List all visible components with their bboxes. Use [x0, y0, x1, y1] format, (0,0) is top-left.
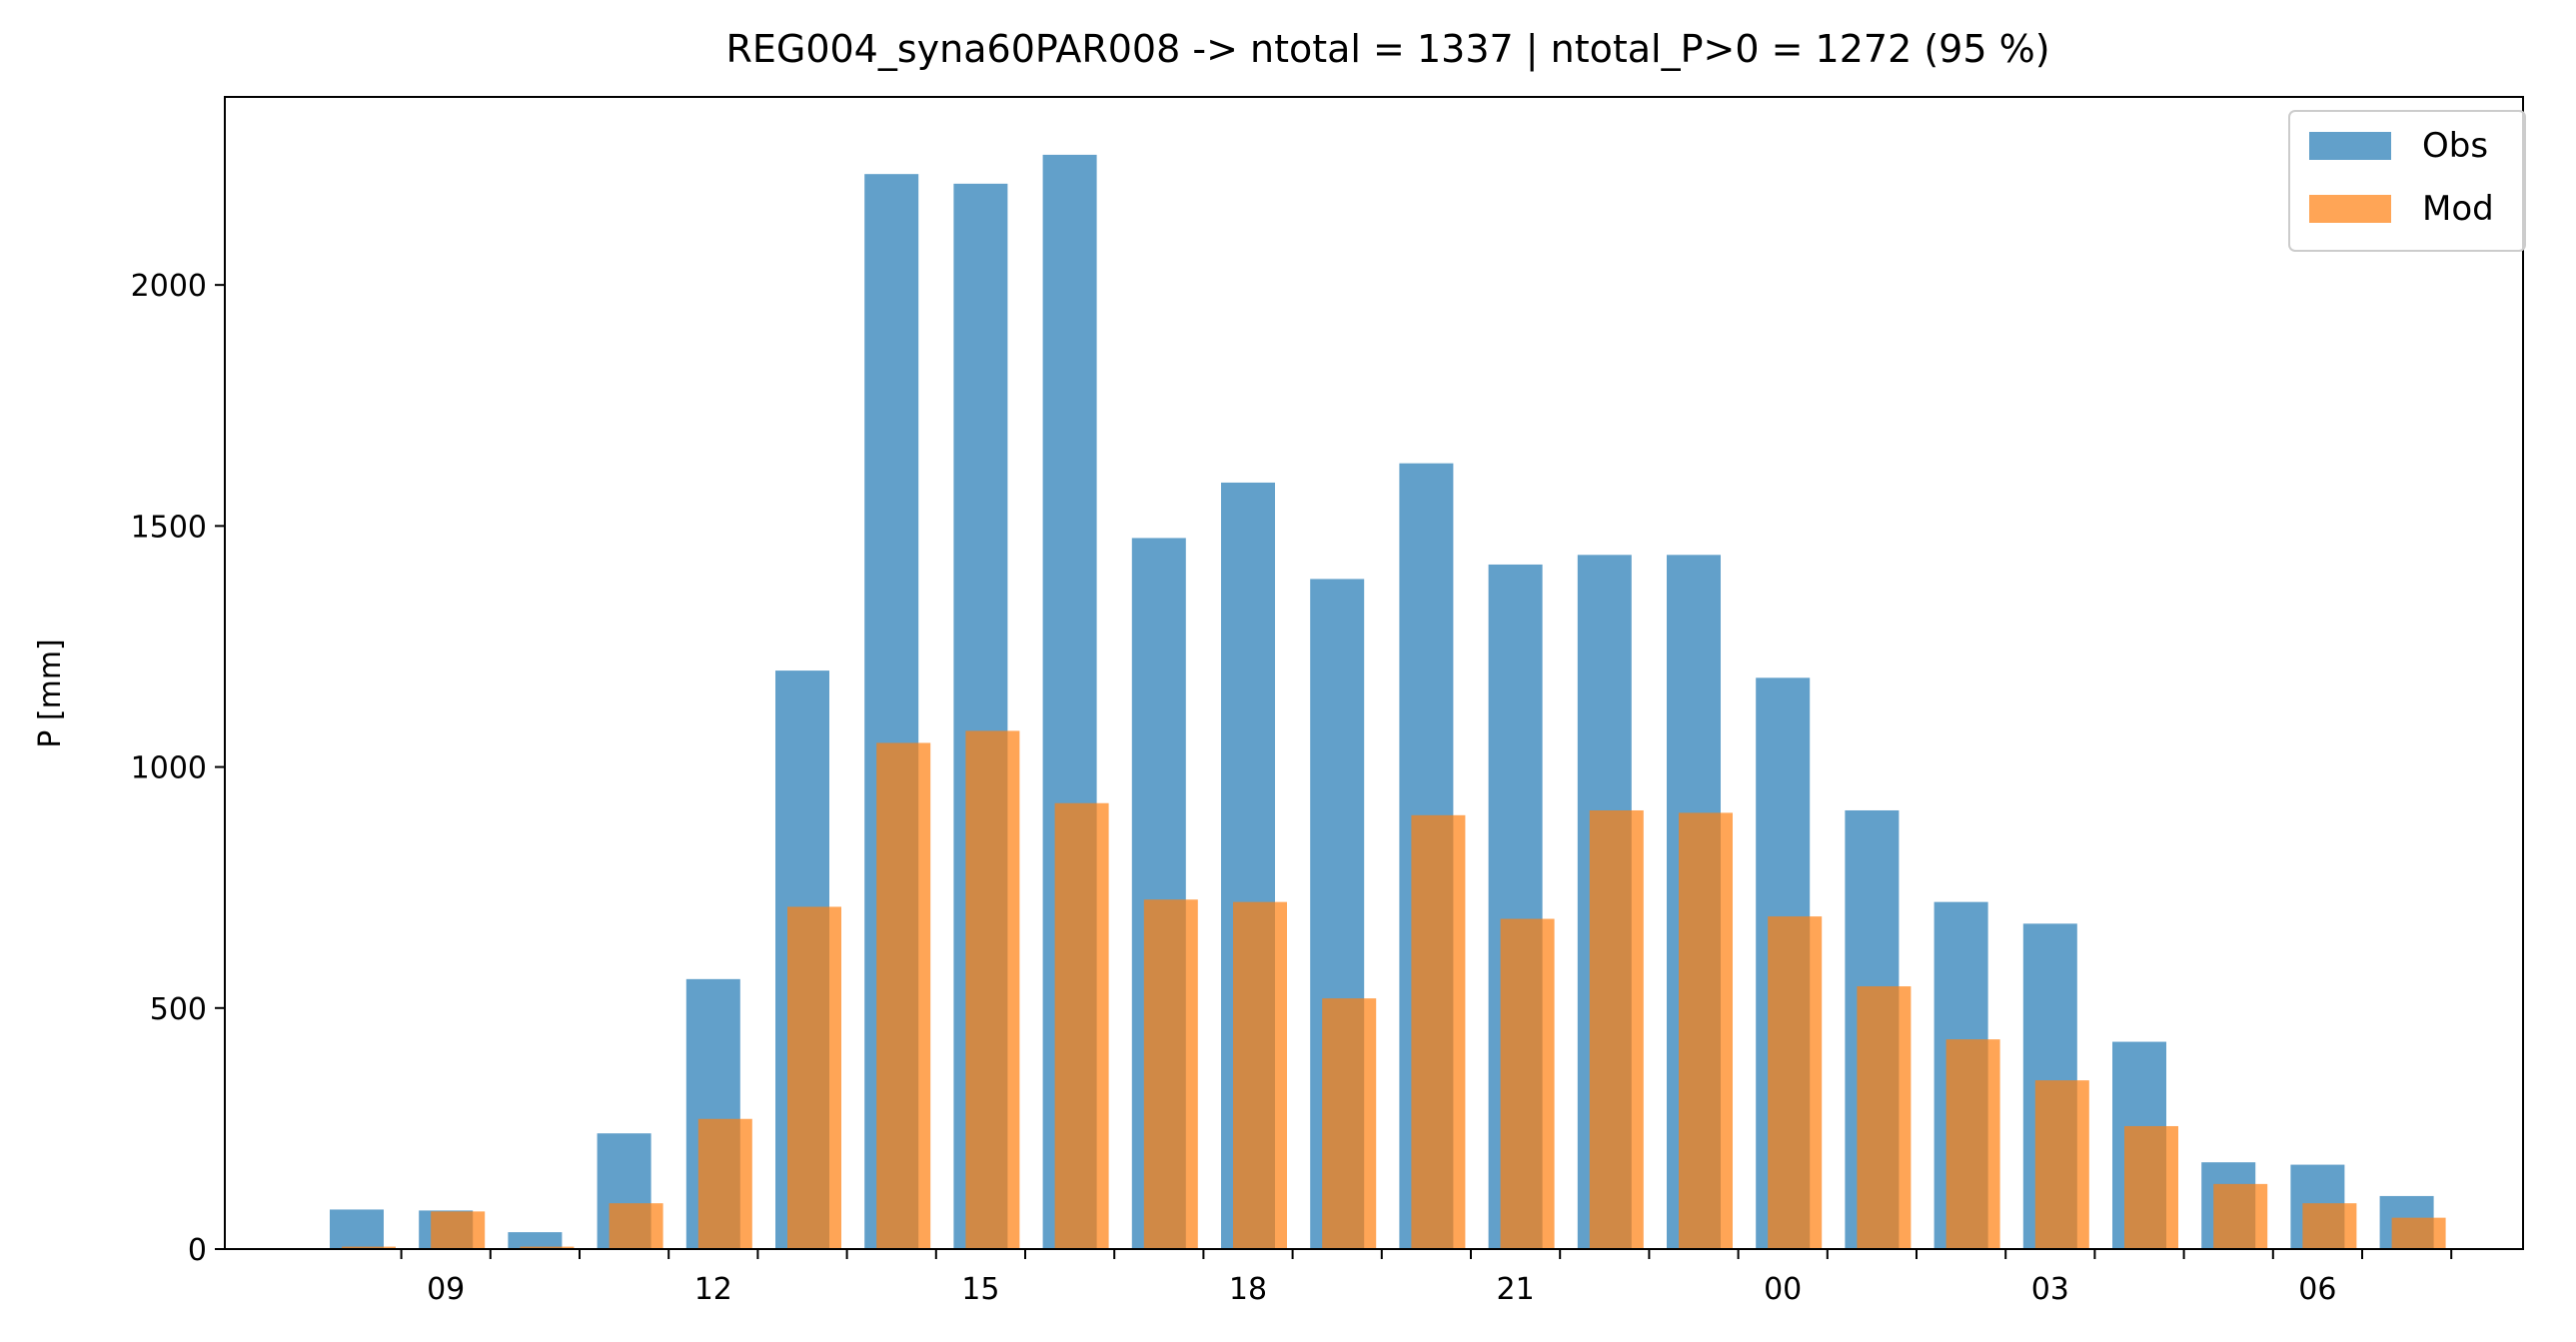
bar-mod-14 [876, 742, 931, 1249]
legend-swatch-mod [2309, 195, 2391, 223]
y-tick-label-1500: 1500 [131, 510, 207, 545]
bar-mod-06 [2302, 1203, 2357, 1249]
x-tick-label-18: 18 [1229, 1272, 1267, 1307]
x-tick-label-12: 12 [694, 1272, 732, 1307]
bar-mod-10 [520, 1246, 575, 1249]
legend-label-mod: Mod [2422, 189, 2494, 229]
bar-mod-22 [1589, 809, 1644, 1249]
bar-mod-00 [1768, 916, 1823, 1249]
bar-mod-11 [609, 1203, 663, 1249]
bar-mod-03 [2034, 1080, 2089, 1249]
bar-mod-21 [1500, 918, 1555, 1249]
y-tick-label-500: 500 [150, 992, 207, 1027]
legend: Obs Mod [2288, 110, 2526, 252]
y-tick-label-2000: 2000 [131, 269, 207, 304]
bar-mod-09 [431, 1211, 486, 1249]
bar-mod-19 [1322, 998, 1377, 1249]
bar-mod-05 [2213, 1183, 2268, 1249]
legend-label-obs: Obs [2422, 126, 2488, 166]
bar-mod-07 [2391, 1217, 2446, 1249]
bars-layer [330, 154, 2446, 1250]
bar-mod-04 [2124, 1125, 2178, 1249]
bar-mod-15 [965, 730, 1020, 1249]
y-tick-label-0: 0 [188, 1233, 207, 1268]
bar-mod-08 [342, 1246, 396, 1249]
bar-mod-17 [1143, 899, 1198, 1249]
y-tick-label-1000: 1000 [131, 751, 207, 786]
y-axis-label: P [mm] [33, 639, 68, 747]
x-tick-label-03: 03 [2031, 1272, 2069, 1307]
bar-obs-08 [330, 1209, 384, 1249]
bar-mod-16 [1054, 802, 1109, 1249]
bar-mod-20 [1411, 814, 1466, 1249]
bar-mod-13 [787, 906, 841, 1249]
x-tick-label-21: 21 [1497, 1272, 1535, 1307]
bar-mod-01 [1857, 986, 1912, 1249]
x-tick-label-15: 15 [961, 1272, 999, 1307]
x-tick-label-06: 06 [2298, 1272, 2336, 1307]
axes-layer: 0 500 1000 1500 2000 09 12 15 18 21 00 03 06 [131, 96, 2524, 1307]
bar-mod-23 [1679, 812, 1733, 1249]
bar-mod-02 [1945, 1039, 2000, 1249]
x-tick-label-09: 09 [427, 1272, 465, 1307]
bar-mod-18 [1233, 901, 1287, 1249]
x-tick-label-00: 00 [1764, 1272, 1802, 1307]
bar-mod-12 [697, 1118, 752, 1249]
legend-swatch-obs [2309, 132, 2391, 160]
bar-obs-10 [508, 1232, 563, 1249]
plot-frame [224, 96, 2524, 1250]
chart-title: REG004_syna60PAR008 -> ntotal = 1337 | n… [725, 27, 2049, 72]
